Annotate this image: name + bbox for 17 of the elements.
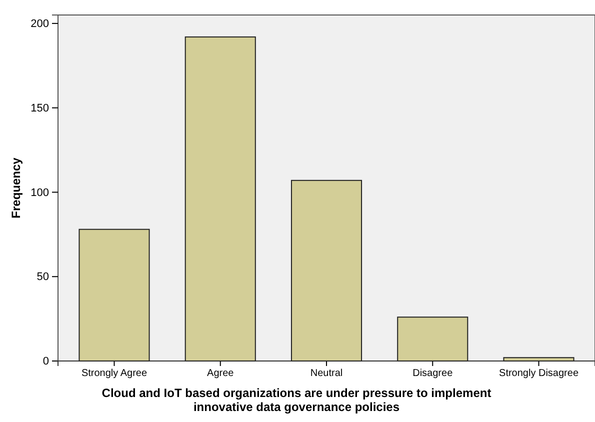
bar [290, 180, 362, 362]
bar [503, 357, 574, 362]
x-tick-label: Neutral [310, 368, 343, 380]
bar [184, 36, 256, 362]
y-tick-label: 150 [30, 102, 49, 114]
y-tick-label: 200 [30, 18, 49, 30]
bar [397, 316, 468, 362]
x-tick-label: Agree [207, 368, 234, 380]
y-tick-label: 50 [36, 271, 49, 284]
x-tick-label: Strongly Disagree [499, 368, 579, 380]
bar [78, 228, 150, 362]
x-axis-title: Cloud and IoT based organizations are under pressure to implement innovative data governance policies [102, 386, 492, 414]
y-tick-label: 100 [30, 186, 49, 199]
x-tick-label: Strongly Agree [81, 368, 148, 380]
y-tick-label: 0 [42, 356, 49, 368]
x-tick-label: Disagree [412, 368, 454, 380]
y-axis-title: Frequency [9, 157, 23, 218]
